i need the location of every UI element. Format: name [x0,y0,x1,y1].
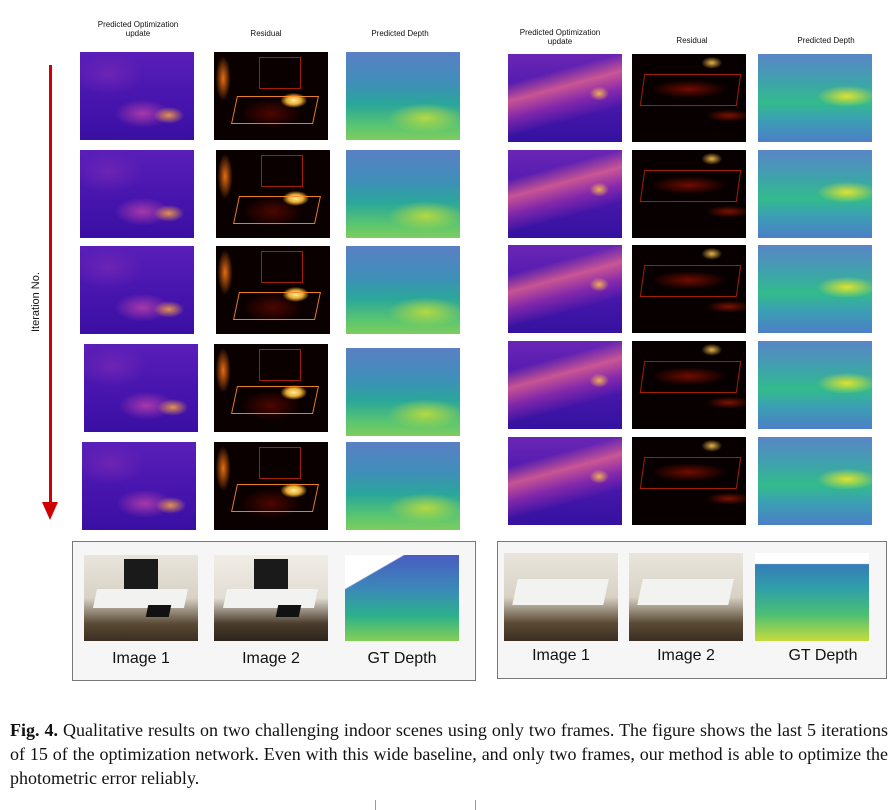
figure-caption-text: Qualitative results on two challenging i… [10,720,888,788]
left-predicted-depth-image [346,348,460,436]
figure-caption: Fig. 4. Qualitative results on two chall… [10,718,888,790]
iteration-arrow-line [49,65,52,505]
right-optimization-update-image [508,150,622,238]
page-mark [375,800,376,810]
right-predicted-depth-image [758,437,872,525]
page-mark [475,800,476,810]
left-gt-depth-label: GT Depth [367,650,437,667]
left-header-optimization-update: Predicted Optimization update [97,20,179,38]
left-residual-image [214,442,328,530]
right-image-1 [504,553,618,641]
right-residual-image [632,54,746,142]
right-header-predicted-depth: Predicted Depth [797,36,855,45]
right-residual-image [632,341,746,429]
right-header-optimization-update: Predicted Optimization update [519,28,601,46]
left-image-2 [214,555,328,641]
left-optimization-update-image [80,246,194,334]
left-predicted-depth-image [346,442,460,530]
left-optimization-update-image [80,150,194,238]
right-optimization-update-image [508,245,622,333]
figure-label: Fig. 4. [10,720,58,740]
right-optimization-update-image [508,54,622,142]
left-header-residual: Residual [250,29,282,38]
right-predicted-depth-image [758,341,872,429]
left-residual-image [216,246,330,334]
iteration-arrow-head [42,502,58,520]
left-gt-depth-image [345,555,459,641]
right-residual-image [632,437,746,525]
left-predicted-depth-image [346,246,460,334]
left-image-2-label: Image 2 [242,650,300,667]
left-optimization-update-image [84,344,198,432]
right-optimization-update-image [508,437,622,525]
right-predicted-depth-image [758,150,872,238]
right-optimization-update-image [508,341,622,429]
left-image-1 [84,555,198,641]
right-predicted-depth-image [758,54,872,142]
left-residual-image [216,150,330,238]
left-header-predicted-depth: Predicted Depth [371,29,429,38]
left-residual-image [214,344,328,432]
right-image-2 [629,553,743,641]
right-predicted-depth-image [758,245,872,333]
right-residual-image [632,245,746,333]
right-gt-depth-image [755,553,869,641]
right-residual-image [632,150,746,238]
left-predicted-depth-image [346,150,460,238]
right-header-residual: Residual [676,36,708,45]
iteration-axis-label: Iteration No. [30,272,42,332]
right-image-2-label: Image 2 [657,647,715,664]
right-gt-depth-label: GT Depth [788,647,858,664]
left-optimization-update-image [80,52,194,140]
left-predicted-depth-image [346,52,460,140]
right-image-1-label: Image 1 [532,647,590,664]
left-optimization-update-image [82,442,196,530]
left-residual-image [214,52,328,140]
left-image-1-label: Image 1 [112,650,170,667]
